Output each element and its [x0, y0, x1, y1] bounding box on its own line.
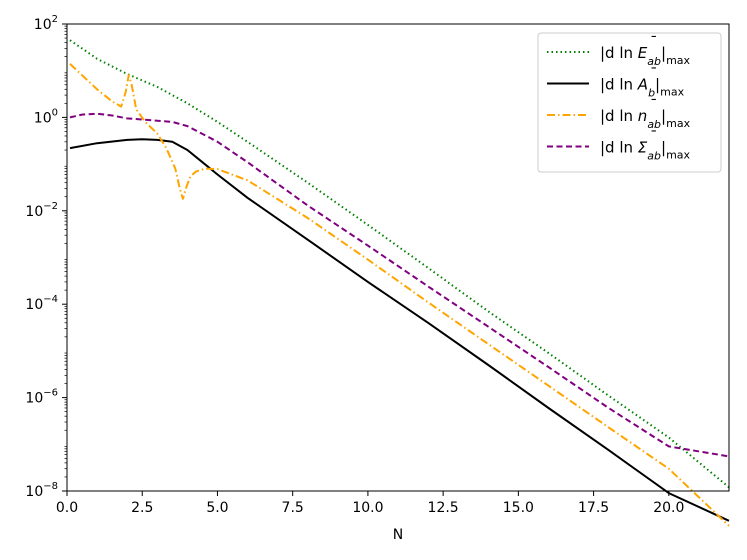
y-tick-label: 10−2 — [25, 201, 58, 220]
x-tick-label: 15.0 — [503, 500, 534, 516]
series-line-4 — [69, 112, 730, 458]
x-tick-label: 0.0 — [56, 500, 78, 516]
legend: |d ln Eab|max¯|d ln Ab|max¯|d ln nab|max… — [537, 32, 722, 173]
series-line-1 — [69, 39, 730, 489]
legend-box — [537, 32, 722, 173]
legend-overbar: ¯ — [650, 33, 658, 51]
legend-label-3: |d ln nab|max — [600, 107, 691, 131]
legend-overbar: ¯ — [650, 96, 658, 114]
x-tick-label: 2.5 — [131, 500, 153, 516]
legend-overbar: ¯ — [650, 65, 658, 83]
x-tick-label: 10.0 — [352, 500, 383, 516]
legend-label-2: |d ln Ab|max — [600, 76, 685, 100]
y-tick-label: 100 — [34, 107, 58, 126]
plot-frame — [66, 23, 730, 492]
x-axis: 0.0 2.5 5.0 7.5 10.0 12.5 15.0 17.5 20.0 — [56, 491, 684, 516]
x-tick-label: 5.0 — [206, 500, 228, 516]
x-tick-label: 7.5 — [282, 500, 304, 516]
x-tick-label: 17.5 — [578, 500, 609, 516]
y-axis: 102 100 10−2 10−4 10−6 10−8 — [25, 14, 67, 500]
series-layer — [69, 39, 730, 527]
x-axis-title: N — [393, 527, 403, 543]
x-tick-label: 12.5 — [428, 500, 459, 516]
x-tick-label: 20.0 — [653, 500, 684, 516]
legend-label-1: |d ln Eab|max — [600, 44, 691, 68]
y-tick-label: 10−4 — [25, 294, 58, 313]
y-tick-label: 10−6 — [25, 388, 58, 407]
y-tick-label: 10−8 — [25, 481, 58, 500]
y-tick-label: 102 — [34, 14, 58, 33]
series-line-2 — [69, 138, 730, 522]
legend-overbar: ¯ — [650, 128, 658, 146]
legend-label-4: |d ln Σab|max — [600, 139, 691, 163]
series-line-3 — [69, 63, 730, 527]
